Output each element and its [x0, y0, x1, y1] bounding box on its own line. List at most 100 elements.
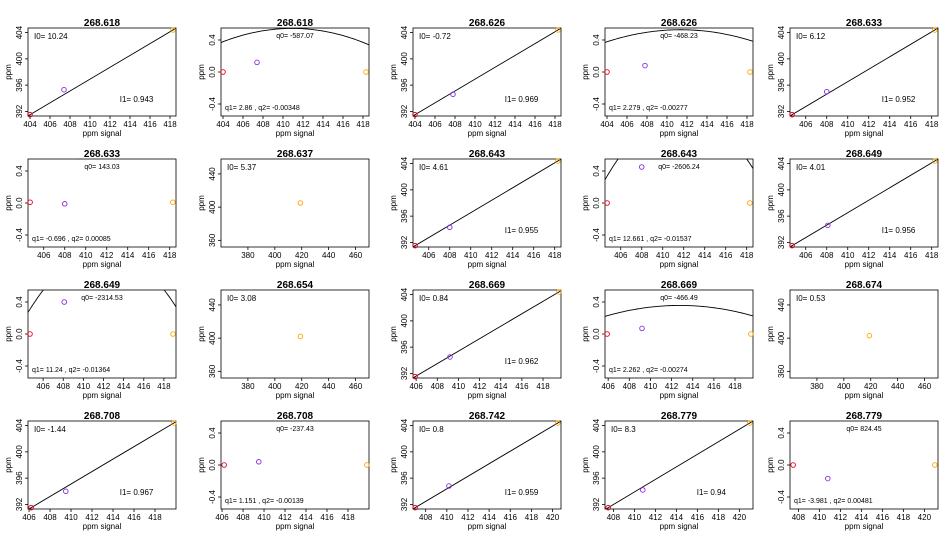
data-point	[170, 199, 176, 205]
subplot-2: 268.618 404 406 408 410 412 414 416 418 -0.4 0.0 0.…	[197, 18, 370, 138]
x-tick-label: 418	[728, 382, 742, 391]
fit-line	[28, 28, 176, 116]
x-tick-label: 418	[925, 120, 939, 129]
x-tick-label: 416	[720, 120, 734, 129]
x-tick-label: 408	[448, 120, 462, 129]
x-tick-label: 410	[77, 382, 91, 391]
y-tick-label: 360	[777, 364, 786, 378]
y-axis-label: ppm	[197, 195, 206, 211]
y-tick-label: 0.0	[592, 197, 601, 209]
data-point	[446, 483, 452, 489]
y-tick-label: 0.4	[208, 34, 217, 46]
subplot-14: 268.669 406 408 410 412 414 416 418 -0.4 0.0 0.4 pp…	[581, 280, 754, 400]
data-point	[640, 487, 646, 493]
x-tick-label: 460	[918, 382, 932, 391]
x-axis-label: ppm signal	[468, 391, 507, 400]
annotation-q1-q2: q1= 12.661 , q2= -0.01537	[609, 236, 692, 243]
x-tick-label: 406	[428, 120, 442, 129]
x-tick-label: 412	[488, 120, 502, 129]
y-tick-label: 0.4	[592, 34, 601, 46]
x-tick-label: 414	[316, 120, 330, 129]
y-tick-label: 392	[400, 235, 409, 249]
x-tick-label: 416	[904, 120, 918, 129]
x-axis-label: ppm signal	[468, 522, 507, 531]
data-point	[27, 111, 33, 118]
plot-frame	[27, 289, 177, 379]
y-tick-label: 392	[400, 497, 409, 511]
data-point	[555, 420, 561, 426]
x-tick-label: 410	[468, 120, 482, 129]
data-point	[642, 62, 648, 69]
y-tick-label: 400	[400, 52, 409, 66]
data-point	[747, 69, 753, 75]
annotation-intercept: I0= 4.61	[419, 163, 449, 172]
subplot-title: 268.643	[661, 149, 698, 160]
y-tick-label: -0.4	[15, 359, 24, 373]
x-tick-label: 418	[157, 382, 171, 391]
x-tick-label: 416	[876, 513, 890, 522]
x-tick-label: 406	[620, 120, 634, 129]
data-point	[27, 331, 33, 337]
plot-frame	[220, 420, 370, 510]
x-tick-label: 412	[649, 513, 663, 522]
data-point	[748, 331, 754, 337]
plot-frame	[220, 289, 370, 379]
x-tick-label: 420	[864, 382, 878, 391]
y-tick-label: 404	[592, 418, 601, 432]
subplot-10: 268.649 406 408 410 412 414 416 418 392 396 400 404…	[766, 149, 939, 269]
subplot-title: 268.779	[661, 411, 698, 422]
y-tick-label: 400	[400, 445, 409, 459]
subplot-title: 268.626	[661, 18, 698, 29]
subplot-17: 268.708 406 408 410 412 414 416 418 -0.4 0.0 0.4 pp…	[197, 411, 370, 531]
annotation-q1-q2: q1= -0.696 , q2= 0.00085	[32, 236, 111, 243]
annotation-q1-q2: q1= 2.279 , q2= -0.00277	[609, 105, 688, 112]
data-point	[556, 289, 562, 295]
x-tick-label: 406	[601, 382, 615, 391]
x-tick-label: 414	[117, 382, 131, 391]
y-axis-label: ppm	[4, 326, 13, 342]
x-axis-label: ppm signal	[83, 260, 122, 269]
y-axis-label: ppm	[4, 64, 13, 80]
data-point	[61, 201, 68, 207]
y-tick-label: 396	[15, 471, 24, 485]
data-point	[254, 59, 260, 66]
annotation-slope: I1= 0.967	[120, 488, 154, 497]
subplot-11: 268.649 406 408 410 412 414 416 418 -0.4 0.0 0.4 pp…	[4, 280, 177, 400]
plot-frame	[604, 27, 754, 117]
x-tick-label: 412	[862, 120, 876, 129]
x-tick-label: 414	[698, 251, 712, 260]
y-tick-label: 400	[777, 183, 786, 197]
x-tick-label: 416	[336, 120, 350, 129]
annotation-intercept: I0= -1.44	[34, 425, 66, 434]
data-point	[555, 158, 561, 164]
fit-line	[413, 28, 561, 116]
data-point	[604, 69, 610, 75]
y-tick-label: 400	[15, 445, 24, 459]
x-tick-label: 406	[22, 513, 36, 522]
y-tick-label: 400	[15, 52, 24, 66]
y-axis-label: ppm	[766, 326, 775, 342]
annotation-slope: I1= 0.959	[505, 488, 539, 497]
annotation-intercept: I0= 0.53	[796, 294, 826, 303]
subplot-title: 268.708	[84, 411, 121, 422]
y-tick-label: 440	[208, 298, 217, 312]
y-tick-label: 396	[400, 209, 409, 223]
x-tick-label: 404	[216, 120, 230, 129]
annotation-intercept: I0= 3.08	[227, 294, 257, 303]
x-tick-label: 412	[473, 382, 487, 391]
y-tick-label: 392	[777, 104, 786, 118]
annotation-slope: I1= 0.943	[120, 95, 154, 104]
x-tick-label: 420	[546, 513, 560, 522]
data-point	[866, 332, 873, 339]
x-axis-label: ppm signal	[660, 522, 699, 531]
x-tick-label: 410	[628, 513, 642, 522]
y-tick-label: 0.0	[208, 66, 217, 78]
y-tick-label: -0.4	[208, 97, 217, 111]
subplot-title: 268.654	[277, 280, 314, 291]
data-point	[604, 200, 610, 206]
x-tick-label: 460	[349, 382, 363, 391]
plot-frame	[789, 27, 939, 117]
subplot-title: 268.674	[846, 280, 883, 291]
x-tick-label: 418	[712, 513, 726, 522]
x-axis-label: ppm signal	[83, 129, 122, 138]
